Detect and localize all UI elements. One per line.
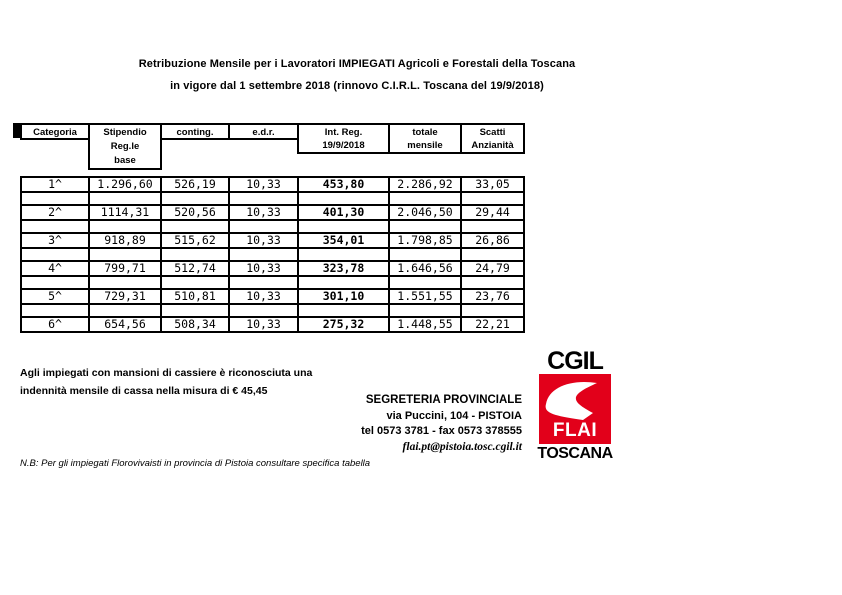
flai-swoosh-icon (545, 381, 597, 420)
cell-categoria: 1^ (20, 176, 90, 193)
header-conting: conting. (160, 123, 230, 140)
cgil-flai-logo: CGIL FLAI TOSCANA (535, 347, 615, 463)
cell-scatti: 24,79 (460, 260, 525, 277)
separator-row (20, 247, 525, 262)
cell-totale: 1.646,56 (388, 260, 462, 277)
cell-int-reg: 301,10 (297, 288, 390, 305)
cell-totale: 1.448,55 (388, 316, 462, 333)
header-scatti-line2: Anzianità (471, 140, 514, 151)
cell-stipendio: 918,89 (88, 232, 162, 249)
cell-stipendio: 799,71 (88, 260, 162, 277)
header-stipendio-line2: Reg.le (110, 141, 140, 152)
cell-conting: 512,74 (160, 260, 230, 277)
cell-int-reg: 401,30 (297, 204, 390, 221)
header-stipendio-line1: Stipendio (103, 127, 147, 138)
cell-conting: 515,62 (160, 232, 230, 249)
contact-block: SEGRETERIA PROVINCIALE via Puccini, 104 … (240, 393, 522, 455)
cell-categoria: 6^ (20, 316, 90, 333)
cash-note-line1: Agli impiegati con mansioni di cassiere … (20, 367, 313, 379)
header-edr: e.d.r. (228, 123, 299, 140)
florovivaisti-footnote: N.B: Per gli impiegati Florovivaisti in … (20, 458, 371, 469)
table-row: 2^ 1114,31 520,56 10,33 401,30 2.046,50 … (20, 204, 525, 221)
cell-stipendio: 654,56 (88, 316, 162, 333)
salary-table: 1^ 1.296,60 526,19 10,33 453,80 2.286,92… (20, 176, 525, 333)
contact-email: flai.pt@pistoia.tosc.cgil.it (402, 440, 522, 453)
logo-flai-text: FLAI (552, 420, 598, 441)
cash-note-line2: indennità mensile di cassa nella misura … (20, 385, 268, 397)
table-row: 3^ 918,89 515,62 10,33 354,01 1.798,85 2… (20, 232, 525, 249)
cell-scatti: 33,05 (460, 176, 525, 193)
cell-conting: 526,19 (160, 176, 230, 193)
cell-categoria: 3^ (20, 232, 90, 249)
contact-phone: tel 0573 3781 - fax 0573 378555 (361, 425, 522, 437)
cell-stipendio: 1114,31 (88, 204, 162, 221)
cell-scatti: 26,86 (460, 232, 525, 249)
contact-org: SEGRETERIA PROVINCIALE (365, 394, 522, 406)
cell-edr: 10,33 (228, 260, 299, 277)
title-line1: Retribuzione Mensile per i Lavoratori IM… (138, 58, 576, 70)
table-row: 4^ 799,71 512,74 10,33 323,78 1.646,56 2… (20, 260, 525, 277)
cell-stipendio: 729,31 (88, 288, 162, 305)
header-totale: totale mensile (388, 123, 462, 154)
header-scatti-line1: Scatti (479, 127, 506, 138)
cell-edr: 10,33 (228, 176, 299, 193)
header-scatti: Scatti Anzianità (460, 123, 525, 154)
table-row: 5^ 729,31 510,81 10,33 301,10 1.551,55 2… (20, 288, 525, 305)
cell-scatti: 22,21 (460, 316, 525, 333)
separator-row (20, 191, 525, 206)
cell-categoria: 4^ (20, 260, 90, 277)
cell-totale: 1.798,85 (388, 232, 462, 249)
header-conting-label: conting. (176, 127, 214, 138)
header-categoria-label: Categoria (33, 127, 77, 138)
logo-toscana-text: TOSCANA (537, 445, 613, 462)
cell-conting: 510,81 (160, 288, 230, 305)
title-line2: in vigore dal 1 settembre 2018 (rinnovo … (170, 80, 544, 92)
cash-allowance-note: Agli impiegati con mansioni di cassiere … (20, 364, 312, 400)
cell-int-reg: 354,01 (297, 232, 390, 249)
cell-scatti: 23,76 (460, 288, 525, 305)
header-totale-line1: totale (412, 127, 438, 138)
header-int-reg: Int. Reg. 19/9/2018 (297, 123, 390, 154)
header-left-block (13, 123, 21, 138)
logo-red-square: FLAI (539, 374, 611, 444)
cell-conting: 508,34 (160, 316, 230, 333)
table-row: 6^ 654,56 508,34 10,33 275,32 1.448,55 2… (20, 316, 525, 333)
cell-int-reg: 323,78 (297, 260, 390, 277)
cell-conting: 520,56 (160, 204, 230, 221)
cell-totale: 1.551,55 (388, 288, 462, 305)
header-totale-line2: mensile (407, 140, 443, 151)
header-int-reg-line2: 19/9/2018 (322, 140, 365, 151)
cell-totale: 2.286,92 (388, 176, 462, 193)
cell-edr: 10,33 (228, 316, 299, 333)
header-stipendio: Stipendio Reg.le base (88, 123, 162, 170)
cell-totale: 2.046,50 (388, 204, 462, 221)
document-title: Retribuzione Mensile per i Lavoratori IM… (57, 53, 657, 97)
table-row: 1^ 1.296,60 526,19 10,33 453,80 2.286,92… (20, 176, 525, 193)
separator-row (20, 303, 525, 318)
cell-edr: 10,33 (228, 232, 299, 249)
separator-row (20, 275, 525, 290)
cell-edr: 10,33 (228, 288, 299, 305)
separator-row (20, 219, 525, 234)
cell-categoria: 5^ (20, 288, 90, 305)
header-stipendio-line3: base (114, 155, 136, 166)
cell-int-reg: 275,32 (297, 316, 390, 333)
cell-scatti: 29,44 (460, 204, 525, 221)
contact-address: via Puccini, 104 - PISTOIA (386, 409, 522, 422)
header-int-reg-line1: Int. Reg. (324, 127, 363, 138)
logo-cgil-text: CGIL (547, 347, 604, 375)
header-edr-label: e.d.r. (252, 127, 275, 138)
cell-edr: 10,33 (228, 204, 299, 221)
cell-int-reg: 453,80 (297, 176, 390, 193)
header-categoria: Categoria (20, 123, 90, 140)
cell-categoria: 2^ (20, 204, 90, 221)
cell-stipendio: 1.296,60 (88, 176, 162, 193)
